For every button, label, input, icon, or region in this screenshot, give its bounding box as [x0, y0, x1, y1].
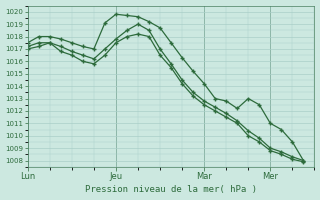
- X-axis label: Pression niveau de la mer( hPa ): Pression niveau de la mer( hPa ): [85, 185, 257, 194]
